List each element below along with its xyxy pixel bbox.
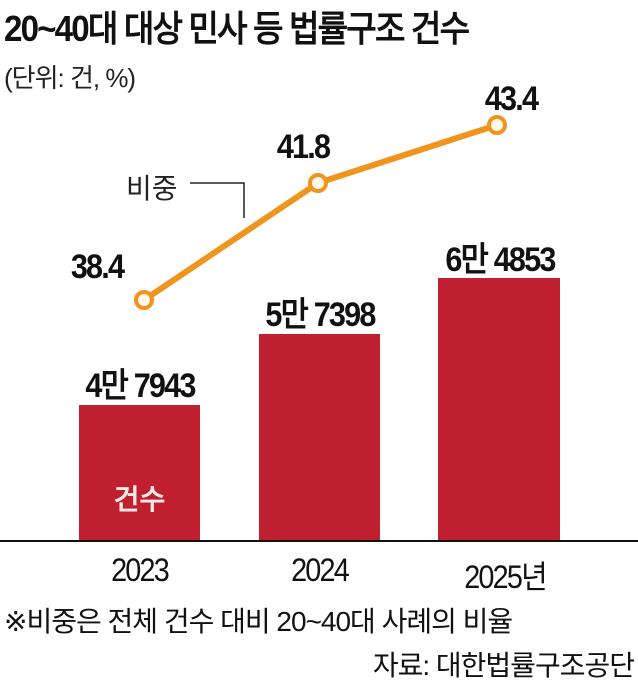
unit-label: (단위: 건, %): [4, 63, 136, 93]
bar-value-2025: 6만 4853: [445, 241, 556, 279]
footnote: ※비중은 전체 건수 대비 20~40대 사례의 비율: [4, 606, 513, 637]
bar-legend-label: 건수: [113, 484, 166, 515]
line-value-2025: 43.4: [484, 80, 539, 118]
x-axis-line: [0, 540, 638, 542]
bar-2025: [438, 278, 560, 540]
x-tick-2025: 2025년: [464, 559, 547, 595]
bar-value-2024: 5만 7398: [265, 296, 376, 334]
line-legend-label: 비중: [126, 173, 178, 204]
chart-title: 20~40대 대상 민사 등 법률구조 건수: [4, 8, 470, 49]
bar-value-2023: 4만 7943: [85, 367, 196, 405]
x-tick-2023: 2023: [111, 552, 170, 588]
bar-2024: [259, 334, 380, 540]
bar-2023: 건수: [79, 405, 200, 540]
x-tick-2024: 2024: [291, 552, 350, 588]
line-value-2023: 38.4: [70, 248, 125, 286]
source-label: 자료: 대한법률구조공단: [372, 650, 635, 681]
line-value-2024: 41.8: [276, 128, 331, 166]
